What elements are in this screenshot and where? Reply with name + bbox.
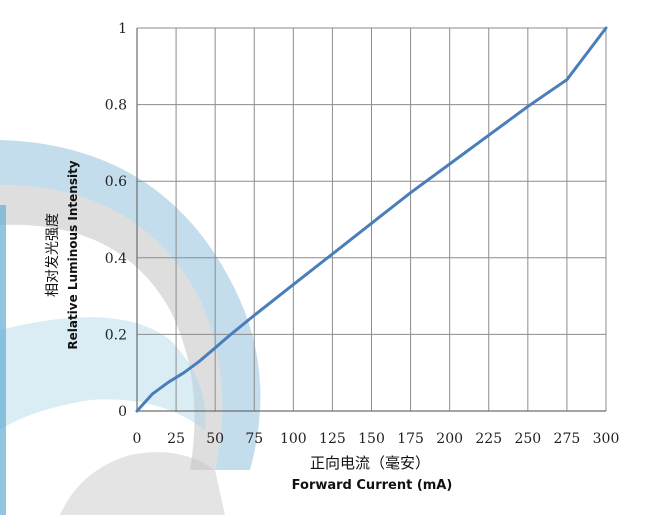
x-tick-label: 100 [280,431,307,447]
x-tick-label: 50 [206,431,224,447]
x-tick-label: 150 [358,431,385,447]
x-tick-label: 275 [554,431,581,447]
x-axis-ticks: 0 25 50 75 100 125 150 175 200 225 250 275 300 [133,431,620,447]
x-tick-label: 200 [436,431,463,447]
watermark-logo [0,140,260,515]
y-axis-label-chinese: 相对发光强度 [45,213,61,297]
x-tick-label: 250 [514,431,541,447]
x-tick-label: 300 [593,431,620,447]
x-axis-label-chinese: 正向电流（毫安） [310,454,430,472]
y-axis-label: Relative Luminous Intensity [66,160,80,349]
x-tick-label: 125 [319,431,346,447]
y-tick-label: 0.2 [105,327,127,343]
x-tick-label: 175 [397,431,424,447]
x-tick-label: 25 [167,431,185,447]
x-axis-label: Forward Current (mA) [292,478,453,493]
x-tick-label: 0 [133,431,142,447]
y-tick-label: 0.6 [105,174,127,190]
y-tick-label: 0.8 [105,98,127,114]
y-tick-label: 1 [118,21,127,37]
x-tick-label: 75 [245,431,263,447]
y-tick-label: 0 [118,404,127,420]
x-tick-label: 225 [475,431,502,447]
y-tick-label: 0.4 [105,251,127,267]
